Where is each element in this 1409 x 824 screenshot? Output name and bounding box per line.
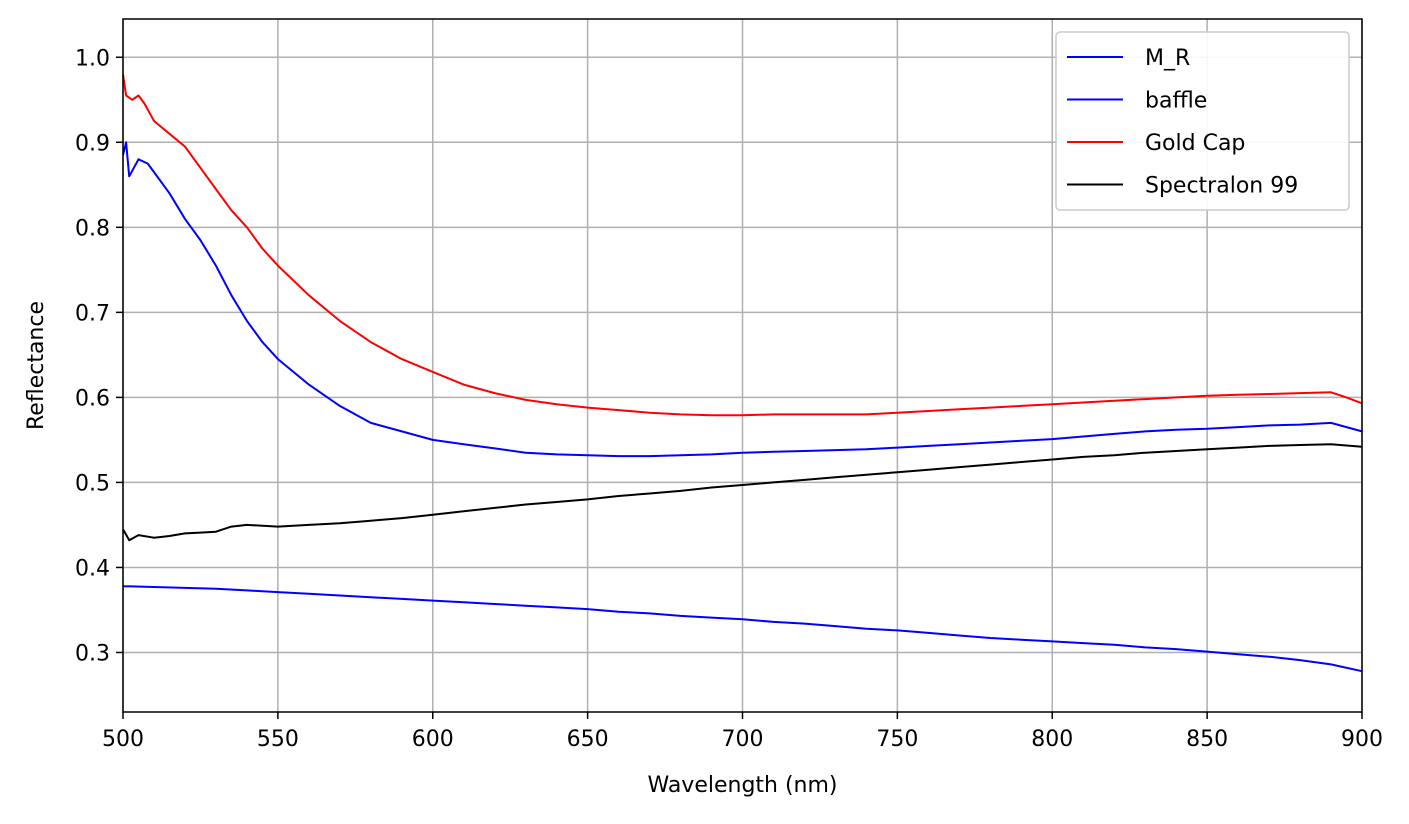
y-tick-label: 0.9 bbox=[75, 131, 110, 156]
series-line-gold-cap bbox=[122, 74, 1363, 417]
legend-box bbox=[1055, 31, 1350, 211]
legend-label: baffle bbox=[1145, 89, 1207, 114]
x-tick-label: 500 bbox=[102, 727, 144, 752]
y-tick-label: 0.6 bbox=[75, 386, 110, 411]
x-tick-label: 900 bbox=[1341, 727, 1383, 752]
legend-label: Spectralon 99 bbox=[1145, 174, 1298, 199]
series-line-m-r bbox=[122, 585, 1363, 673]
x-tick-label: 700 bbox=[722, 727, 764, 752]
y-tick-label: 0.7 bbox=[75, 301, 110, 326]
x-tick-label: 550 bbox=[257, 727, 299, 752]
grid bbox=[122, 19, 1363, 712]
legend-label: M_R bbox=[1145, 46, 1190, 71]
x-tick-label: 850 bbox=[1186, 727, 1228, 752]
x-tick-label: 750 bbox=[876, 727, 918, 752]
y-tick-label: 1.0 bbox=[75, 46, 110, 71]
x-axis-label: Wavelength (nm) bbox=[647, 773, 837, 798]
y-tick-label: 0.5 bbox=[75, 471, 110, 496]
series-layer bbox=[122, 74, 1363, 673]
series-line-spectralon-99 bbox=[122, 443, 1363, 542]
x-tick-label: 600 bbox=[412, 727, 454, 752]
x-tick-label: 800 bbox=[1031, 727, 1073, 752]
y-tick-label: 0.3 bbox=[75, 641, 110, 666]
y-axis-label: Reflectance bbox=[24, 301, 49, 430]
series-line-baffle bbox=[122, 141, 1363, 458]
y-tick-label: 0.4 bbox=[75, 556, 110, 581]
x-tick-label: 650 bbox=[567, 727, 609, 752]
y-tick-label: 0.8 bbox=[75, 216, 110, 241]
legend-label: Gold Cap bbox=[1145, 131, 1245, 156]
axis-ticks: 500 550 600 650 700 750 800 850 900 0.3 0.4 0.5 0.6 0… bbox=[75, 46, 1383, 752]
